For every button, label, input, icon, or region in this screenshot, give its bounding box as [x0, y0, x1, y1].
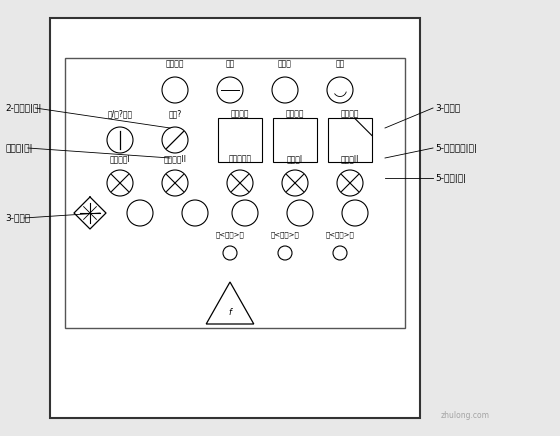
- Bar: [50, 18, 420, 418]
- Text: f: f: [228, 308, 231, 317]
- Text: 频率显示: 频率显示: [286, 109, 304, 118]
- Text: 慢<调速>快: 慢<调速>快: [270, 232, 300, 238]
- Text: 计量泵I: 计量泵I: [287, 154, 303, 163]
- Bar: [328, 118, 372, 162]
- Text: 运速?: 运速?: [169, 109, 181, 118]
- Text: zhulong.com: zhulong.com: [441, 411, 490, 420]
- Text: 2-指示灯|红|: 2-指示灯|红|: [5, 103, 41, 112]
- Text: 5-按钮|红|: 5-按钮|红|: [435, 174, 466, 183]
- Text: 加药搅拌II: 加药搅拌II: [164, 154, 186, 163]
- Text: 急停: 急停: [335, 59, 344, 68]
- Text: 3-频率表: 3-频率表: [435, 103, 460, 112]
- Text: 加药搅拌I: 加药搅拌I: [110, 154, 130, 163]
- Text: 指示灯|白|: 指示灯|白|: [5, 143, 32, 153]
- Text: 慢<调速>快: 慢<调速>快: [325, 232, 354, 238]
- Text: 手/自?选择: 手/自?选择: [108, 109, 133, 118]
- Bar: [273, 118, 317, 162]
- Text: 频率显示: 频率显示: [340, 109, 360, 118]
- Text: 5-带灯按钮|绿|: 5-带灯按钮|绿|: [435, 143, 477, 153]
- Text: 复停: 复停: [225, 59, 235, 68]
- Text: 电源接通: 电源接通: [166, 59, 184, 68]
- Text: 千赫兹发收: 千赫兹发收: [228, 154, 251, 163]
- Bar: [218, 118, 262, 162]
- Text: 3-电位器: 3-电位器: [5, 214, 30, 222]
- Bar: [65, 58, 405, 328]
- Text: 频率显示: 频率显示: [231, 109, 249, 118]
- Text: 计量泵II: 计量泵II: [341, 154, 359, 163]
- Text: 慢<调速>快: 慢<调速>快: [216, 232, 244, 238]
- Text: 液位反: 液位反: [278, 59, 292, 68]
